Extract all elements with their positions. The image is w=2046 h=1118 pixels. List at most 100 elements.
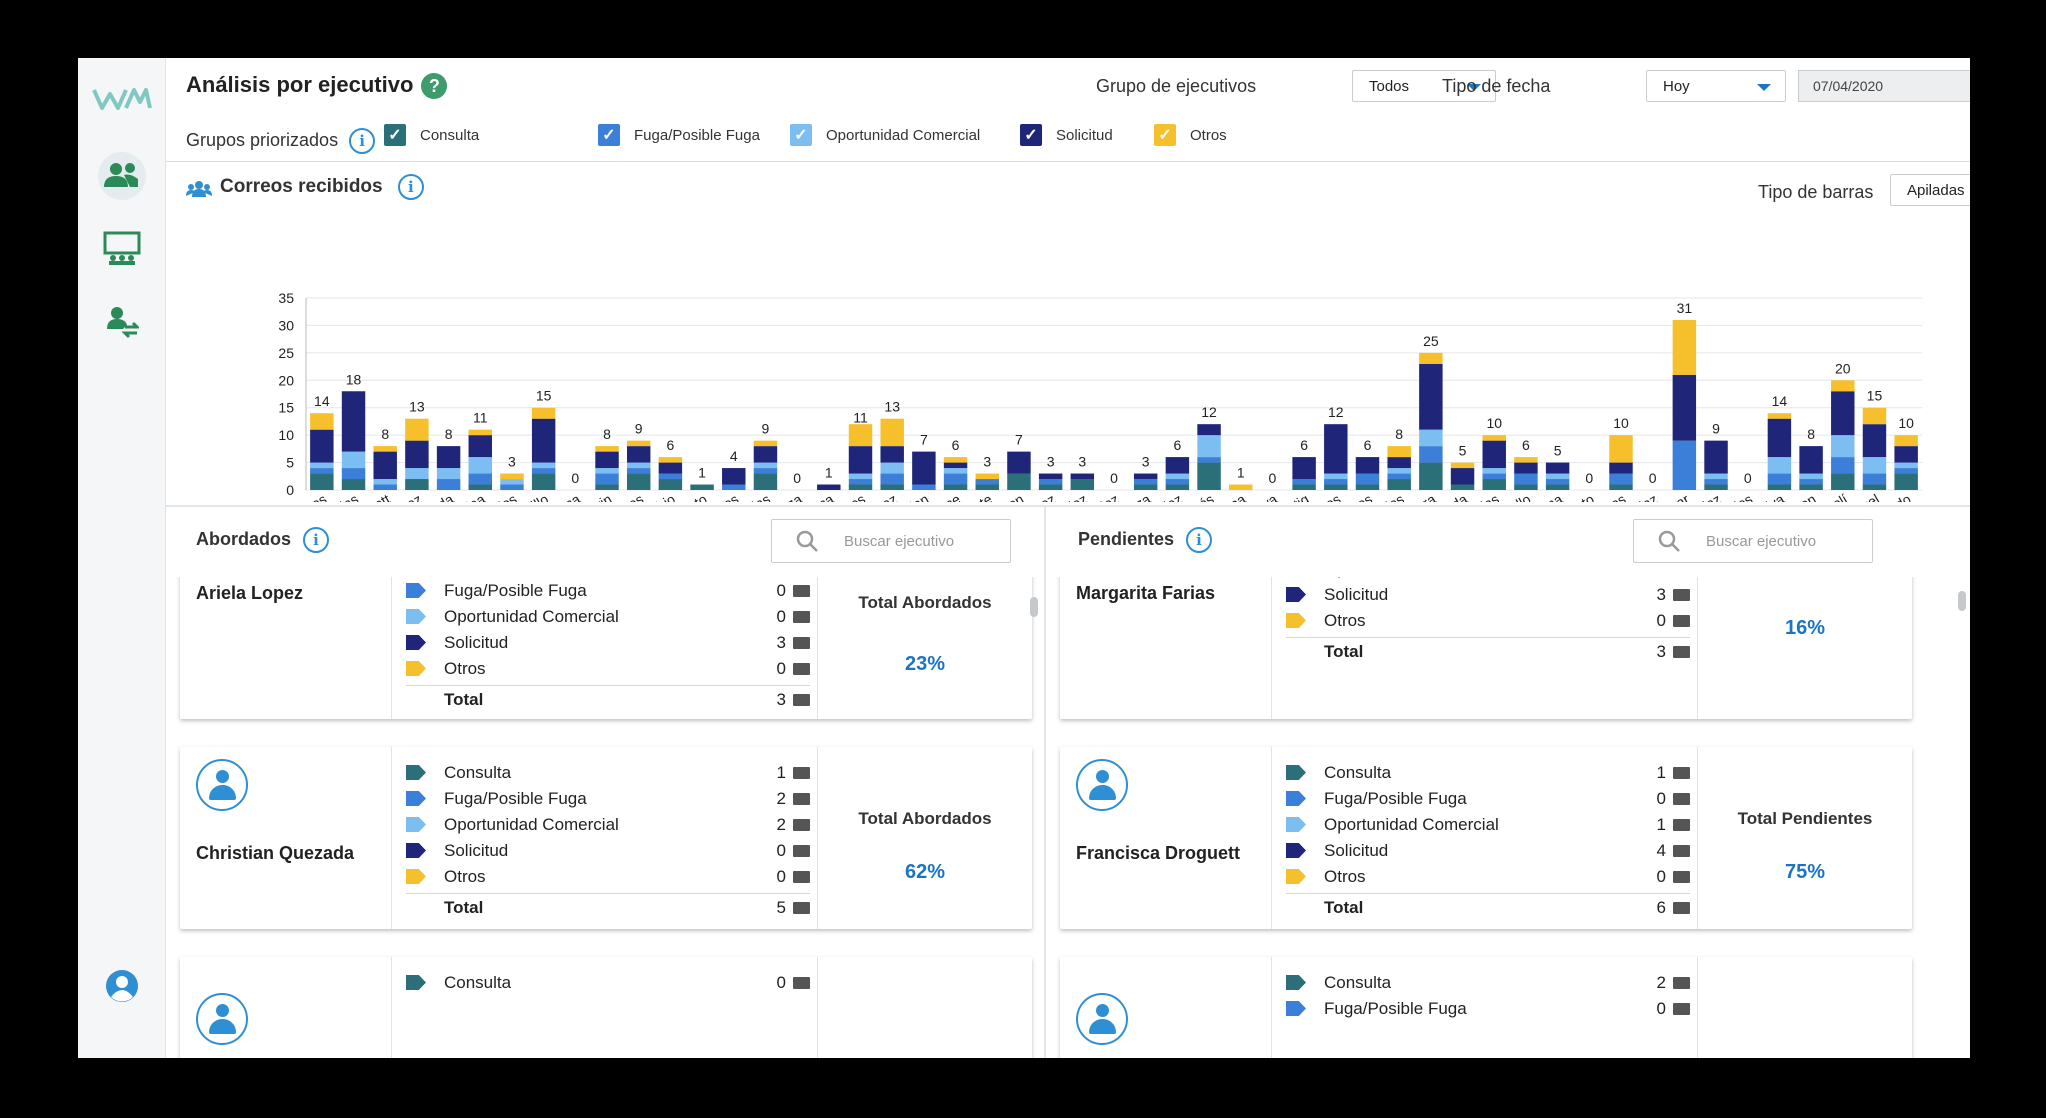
executive-card[interactable]: Consulta 2 Fuga/Posible Fuga 0	[1060, 957, 1912, 1058]
chevron-down-icon	[1757, 84, 1771, 91]
total-row: Total 3	[406, 685, 810, 711]
legend-label: Consulta	[420, 126, 480, 144]
bar-segment	[1767, 484, 1792, 490]
wm-logo[interactable]	[90, 80, 154, 116]
bar-segment	[1229, 484, 1253, 490]
scrollbar[interactable]	[1030, 597, 1038, 617]
chart-title-text: Correos recibidos	[220, 176, 383, 198]
checkbox-checked-icon[interactable]: ✓	[598, 124, 620, 146]
bar-segment	[880, 484, 904, 490]
data-label: 0	[793, 470, 801, 486]
bar-segment	[975, 479, 999, 485]
category-row: Consulta 1	[1286, 761, 1690, 787]
lists-section: Abordados i Buscar ejecutivo Ariela Lopez Fu…	[166, 507, 1970, 1058]
grupo-ejecutivos-select[interactable]: Todos	[1352, 70, 1496, 102]
bar-segment	[626, 468, 651, 474]
legend-oportunidad[interactable]: ✓ Oportunidad Comercial	[790, 124, 980, 146]
info-icon[interactable]: i	[1186, 527, 1213, 553]
y-tick-label: 15	[278, 400, 294, 416]
data-label: 3	[983, 454, 991, 470]
bar-segment	[626, 446, 651, 463]
legend-consulta[interactable]: ✓ Consulta	[384, 124, 479, 146]
bar-segment	[753, 468, 778, 474]
category-row: Solicitud 0	[406, 839, 810, 865]
user-account-icon[interactable]	[98, 962, 146, 1010]
category-label: Fuga/Posible Fuga	[444, 789, 587, 808]
category-count: 0	[1657, 577, 1666, 579]
info-icon[interactable]: i	[303, 527, 330, 553]
data-label: 7	[920, 432, 928, 448]
users-icon[interactable]	[98, 152, 146, 200]
y-tick-label: 20	[278, 372, 294, 388]
executive-card[interactable]: Francisca Droguett Consulta 1 Fuga/Posible …	[1060, 747, 1912, 929]
total-row: Total 3	[1286, 637, 1690, 663]
envelope-icon	[1673, 646, 1690, 658]
bar-segment	[848, 484, 873, 490]
category-counts: Consulta 2 Fuga/Posible Fuga 0	[1272, 957, 1698, 1058]
bar-segment	[373, 479, 397, 485]
date-field[interactable]: 07/04/2020	[1798, 70, 1970, 102]
category-row: Oportunidad Comercial 0	[406, 605, 810, 631]
checkbox-checked-icon[interactable]: ✓	[384, 124, 406, 146]
executive-card[interactable]: Christian Quezada Consulta 1 Fuga/Posible F…	[180, 747, 1032, 929]
data-label: 8	[1395, 426, 1403, 442]
legend-solicitud[interactable]: ✓ Solicitud	[1020, 124, 1113, 146]
data-label: 6	[1173, 437, 1181, 453]
data-label: 0	[1744, 470, 1752, 486]
data-label: 0	[1269, 470, 1277, 486]
abordados-search-input[interactable]: Buscar ejecutivo	[771, 519, 1011, 563]
category-count: 2	[776, 789, 786, 808]
executive-card[interactable]: Ariela Lopez Fuga/Posible Fuga 0 Oportunida…	[180, 577, 1032, 719]
tipo-barras-label: Tipo de barras	[1758, 182, 1874, 202]
envelope-icon	[793, 694, 810, 706]
data-label: 15	[536, 388, 552, 404]
total-summary	[1698, 957, 1912, 1058]
tag-icon	[406, 609, 426, 624]
executive-card[interactable]: Margarita Farias Oportunidad Comercial 0 So…	[1060, 577, 1912, 719]
bar-segment	[1419, 363, 1443, 430]
bar-segment	[1038, 484, 1063, 490]
legend-otros[interactable]: ✓ Otros	[1154, 124, 1227, 146]
tipo-fecha-select[interactable]: Hoy	[1646, 70, 1786, 102]
checkbox-checked-icon[interactable]: ✓	[1020, 124, 1042, 146]
checkbox-checked-icon[interactable]: ✓	[790, 124, 812, 146]
data-label: 9	[1712, 421, 1720, 437]
pendientes-search-input[interactable]: Buscar ejecutivo	[1633, 519, 1873, 563]
data-label: 3	[1142, 454, 1150, 470]
page-title-text: Análisis por ejecutivo	[186, 72, 414, 97]
category-label: Consulta	[1324, 973, 1392, 992]
category-label: Fuga/Posible Fuga	[1324, 789, 1467, 808]
bar-segment	[1165, 484, 1190, 490]
bar-segment	[1387, 468, 1411, 474]
info-icon[interactable]: i	[349, 128, 376, 154]
priorizados-text: Grupos priorizados	[186, 129, 339, 150]
bar-segment	[1482, 440, 1506, 469]
bar-segment	[595, 451, 619, 469]
envelope-icon	[793, 663, 810, 675]
bar-segment	[1704, 479, 1728, 485]
legend-fuga[interactable]: ✓ Fuga/Posible Fuga	[598, 124, 760, 146]
legend-label: Solicitud	[1056, 126, 1113, 144]
help-icon[interactable]: ?	[421, 73, 448, 100]
bar-segment	[1862, 484, 1887, 490]
bar-segment	[880, 446, 904, 463]
bar-segment	[1387, 473, 1411, 480]
info-icon[interactable]: i	[397, 174, 424, 200]
category-label: Solicitud	[444, 841, 509, 860]
bar-segment	[595, 468, 619, 474]
bar-segment	[1514, 457, 1538, 463]
presentation-icon[interactable]	[98, 224, 146, 272]
user-transfer-icon[interactable]	[98, 298, 146, 346]
bar-segment	[1545, 473, 1570, 480]
legend-label: Oportunidad Comercial	[826, 126, 981, 144]
data-label: 0	[1585, 470, 1593, 486]
bar-segment	[1197, 424, 1221, 436]
checkbox-checked-icon[interactable]: ✓	[1154, 124, 1176, 146]
envelope-icon	[1673, 1003, 1690, 1015]
scrollbar[interactable]	[1958, 591, 1966, 611]
bar-segment	[1894, 468, 1918, 474]
tipo-barras-select[interactable]: Apiladas	[1890, 174, 1970, 206]
bar-segment	[1292, 457, 1316, 480]
bar-segment	[405, 418, 429, 441]
executive-card[interactable]: Consulta 0	[180, 957, 1032, 1058]
